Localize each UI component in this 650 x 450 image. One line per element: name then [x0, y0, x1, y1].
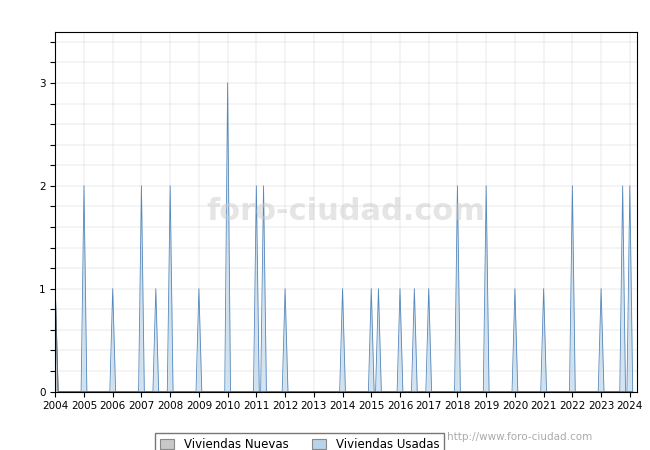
Text: http://www.foro-ciudad.com: http://www.foro-ciudad.com [447, 432, 593, 441]
Legend: Viviendas Nuevas, Viviendas Usadas: Viviendas Nuevas, Viviendas Usadas [155, 433, 444, 450]
Text: Renau - Evolucion del Nº de Transacciones Inmobiliarias: Renau - Evolucion del Nº de Transaccione… [111, 13, 540, 28]
Text: foro-ciudad.com: foro-ciudad.com [207, 197, 486, 226]
